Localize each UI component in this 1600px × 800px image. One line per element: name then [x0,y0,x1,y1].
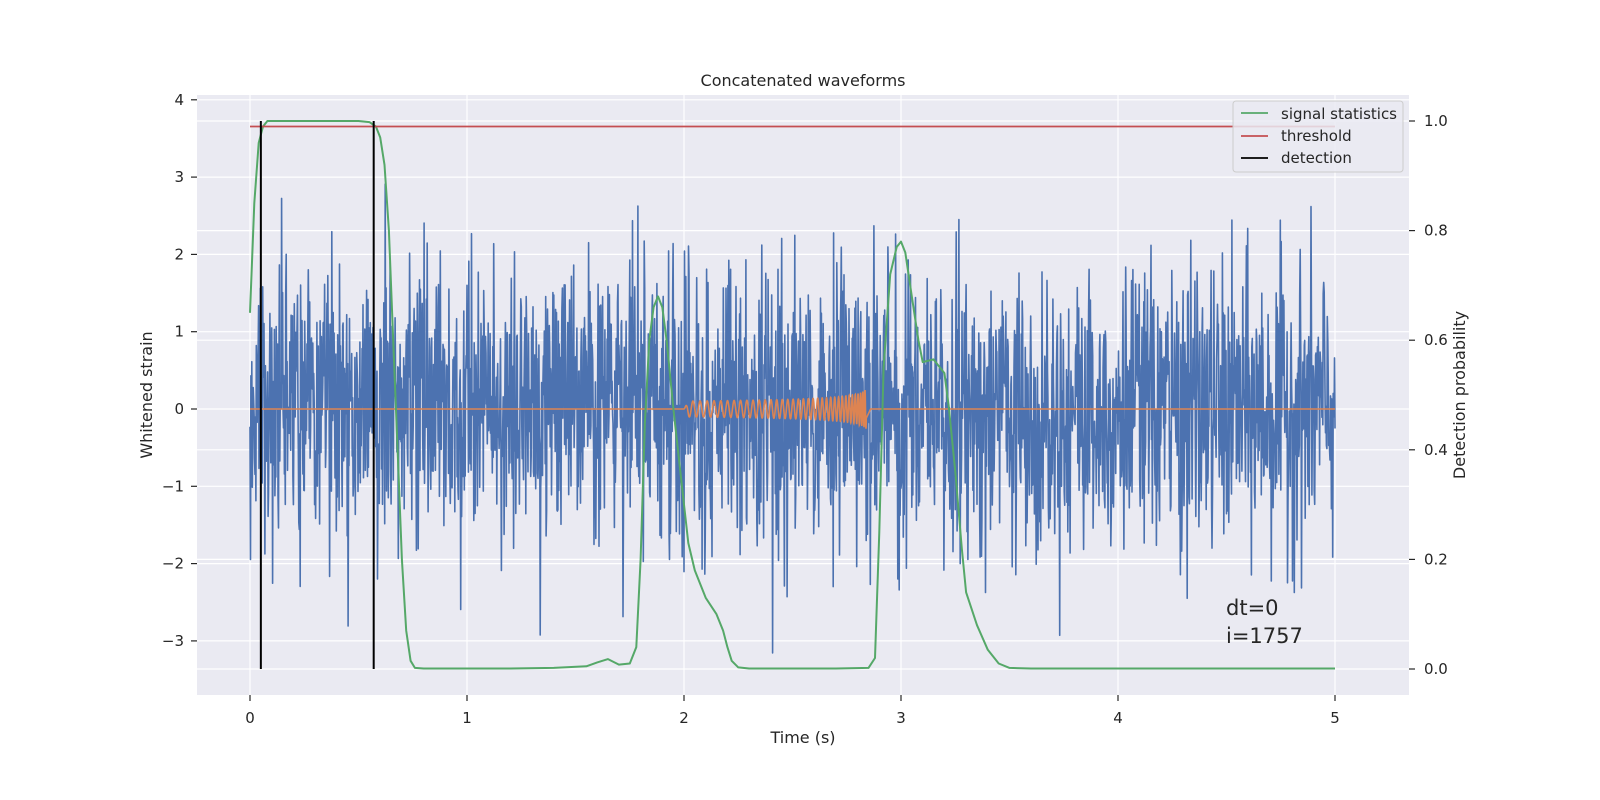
y-left-tick-label-6: 3 [174,168,184,186]
legend-label-threshold: threshold [1281,127,1352,145]
y-left-tick-label-3: 0 [174,400,184,418]
x-axis-label: Time (s) [769,728,835,747]
axis-ticks: 0 1 2 3 4 5 −3 −2 −1 0 1 2 3 4 0.0 0.2 0.4 0.6 0.8 1.0 [162,91,1448,727]
x-tick-label-1: 1 [462,709,472,727]
y-right-tick-label-3: 0.6 [1424,331,1448,349]
signal-statistics-line [249,120,1335,670]
y-axis-left-label: Whitened strain [137,331,156,458]
strain-noise-series [249,183,1336,654]
x-tick-label-3: 3 [896,709,906,727]
y-right-tick-label-2: 0.4 [1424,441,1448,459]
y-right-tick-label-5: 1.0 [1424,112,1448,130]
legend: signal statistics threshold detection [1232,100,1404,173]
chirp-series [250,390,1335,429]
signal-statistics-series [249,120,1335,670]
x-tick-label-4: 4 [1113,709,1123,727]
chirp-line [250,390,1335,429]
y-left-tick-label-5: 2 [174,245,184,263]
chart-title: Concatenated waveforms [701,71,906,90]
y-right-tick-label-4: 0.8 [1424,222,1448,240]
x-tick-label-5: 5 [1330,709,1340,727]
strain-noise-line [249,183,1336,654]
annotation-dt: dt=0 [1226,596,1279,620]
y-left-tick-label-1: −2 [162,555,184,573]
annotation-i: i=1757 [1226,624,1303,648]
y-left-tick-label-0: −3 [162,632,184,650]
legend-label-signal-statistics: signal statistics [1281,105,1397,123]
x-tick-label-2: 2 [679,709,689,727]
y-axis-right-label: Detection probability [1450,311,1469,479]
y-left-tick-label-7: 4 [174,91,184,109]
y-left-tick-label-2: −1 [162,477,184,495]
x-tick-label-0: 0 [245,709,255,727]
y-right-tick-label-0: 0.0 [1424,660,1448,678]
y-right-tick-label-1: 0.2 [1424,550,1448,568]
legend-label-detection: detection [1281,149,1352,167]
legend-box [1232,100,1404,173]
y-left-tick-label-4: 1 [174,323,184,341]
detection-lines [259,121,375,669]
